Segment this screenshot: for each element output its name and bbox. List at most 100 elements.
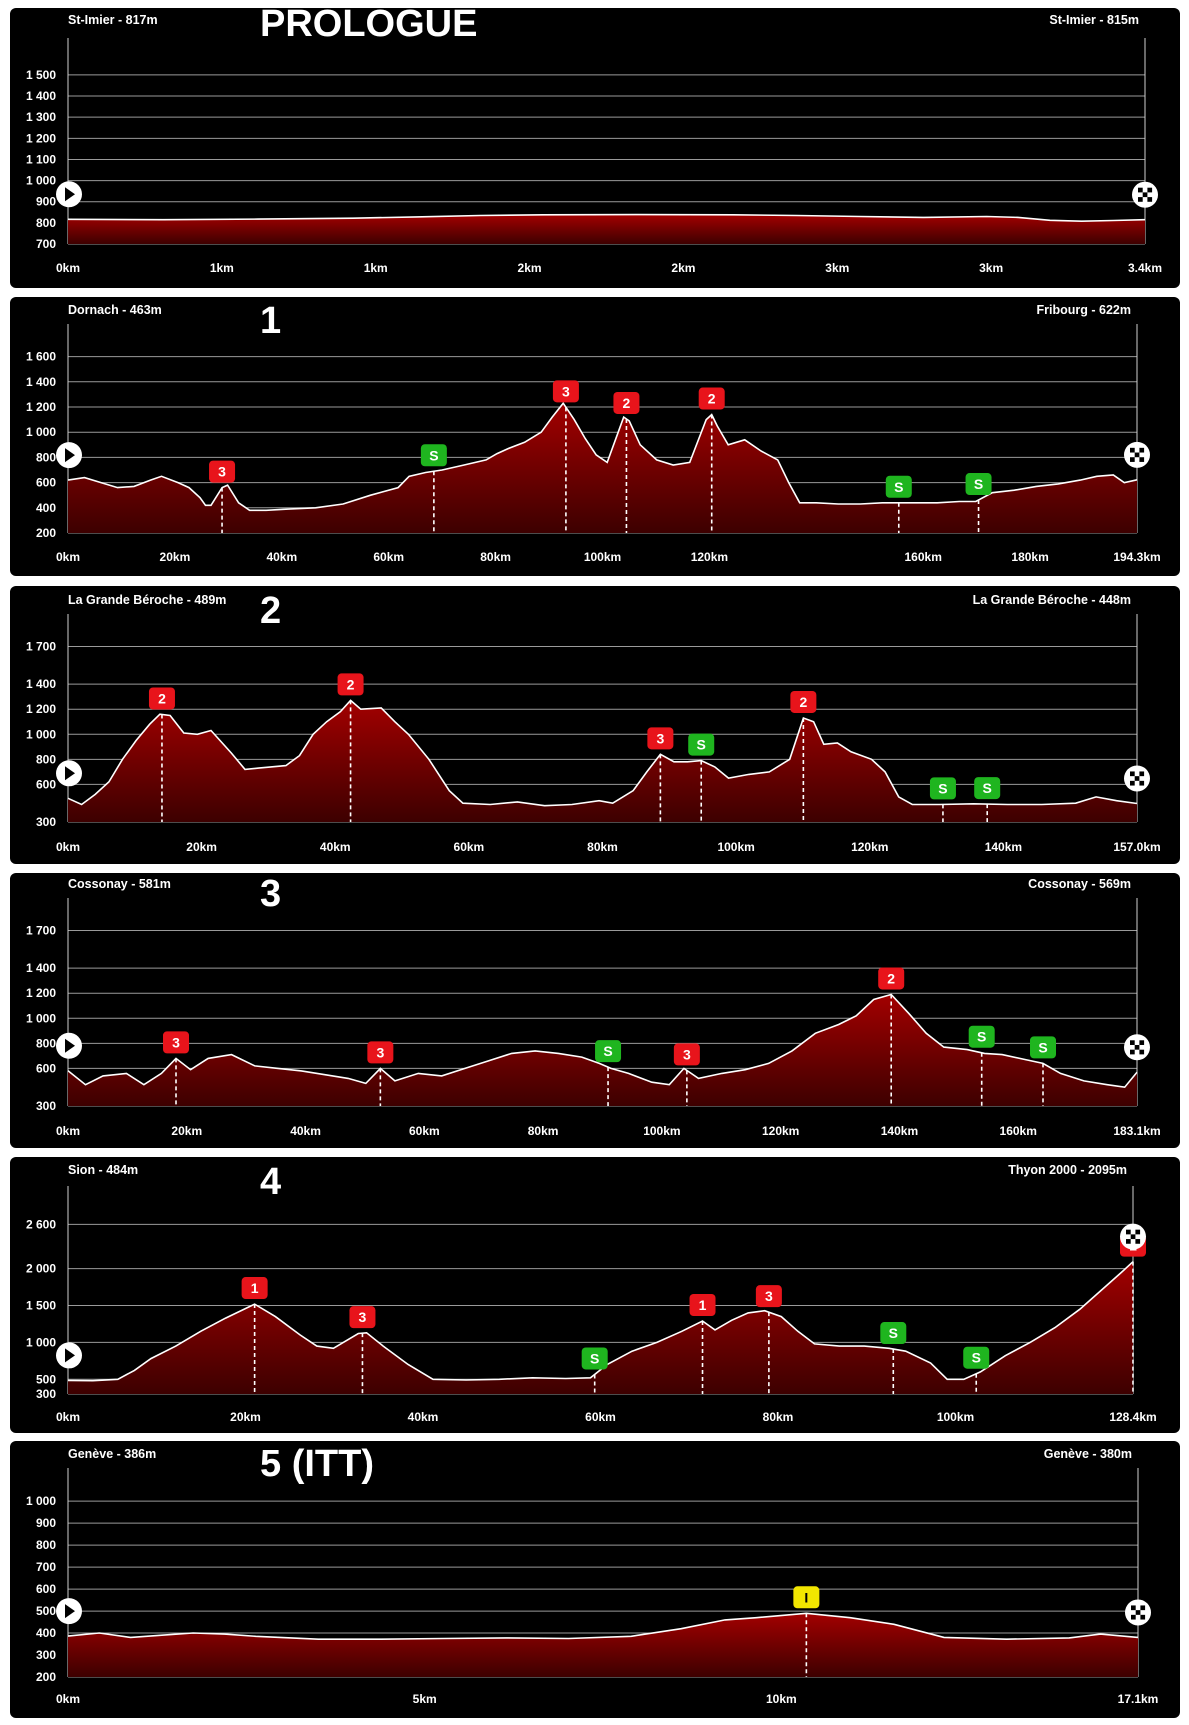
kom-marker-label: 2 (158, 690, 166, 706)
x-tick-label: 120km (851, 840, 888, 854)
kom-marker-label: 1 (251, 1280, 259, 1296)
x-tick-label: 17.1km (1118, 1692, 1159, 1706)
kom-marker (613, 391, 640, 414)
sprint-marker-label: S (938, 780, 947, 796)
finish-location-label: Cossonay - 569m (1028, 877, 1131, 891)
x-tick-label: 80km (528, 1124, 559, 1138)
start-icon (56, 181, 82, 208)
sprint-marker (1030, 1036, 1057, 1059)
kom-marker (698, 387, 725, 410)
elevation-line (67, 1612, 1139, 1641)
stage-panel: 200 400 600 800 1 000 1 200 1 400 1 600 0km 20km 4… (10, 297, 1180, 576)
x-tick-label: 20km (186, 840, 217, 854)
y-tick-label: 1 000 (26, 1011, 56, 1025)
start-location-label: Cossonay - 581m (68, 877, 171, 891)
sprint-marker (420, 444, 447, 467)
y-tick-label: 300 (36, 1099, 56, 1113)
sprint-marker (965, 473, 992, 496)
x-tick-label: 80km (763, 1410, 794, 1424)
sprint-marker (688, 733, 715, 756)
kom-marker-label: 3 (562, 383, 570, 399)
x-tick-label: 40km (320, 840, 351, 854)
y-tick-label: 300 (36, 1648, 56, 1662)
x-tick-label: 140km (985, 840, 1022, 854)
x-tick-label: 1km (210, 261, 234, 275)
kom-marker (878, 967, 905, 990)
y-tick-label: 1 400 (26, 89, 56, 103)
sprint-marker-label: S (429, 447, 438, 463)
y-tick-label: 1 200 (26, 131, 56, 145)
x-tick-label: 60km (409, 1124, 440, 1138)
finish-location-label: St-Imier - 815m (1049, 13, 1139, 27)
panel-background (10, 873, 1180, 1148)
x-tick-label: 20km (171, 1124, 202, 1138)
sprint-marker-label: S (889, 1325, 898, 1341)
kom-marker (673, 1043, 700, 1066)
panel-background (10, 297, 1180, 576)
elevation-line (67, 213, 1146, 223)
x-tick-label: 2km (671, 261, 695, 275)
elevation-area (68, 1261, 1133, 1394)
y-tick-label: 900 (36, 1516, 56, 1530)
x-tick-label: 160km (905, 550, 942, 564)
x-tick-label: 0km (56, 840, 80, 854)
y-tick-label: 400 (36, 1626, 56, 1640)
finish-flag-icon (1124, 441, 1150, 468)
x-tick-label: 0km (56, 550, 80, 564)
y-tick-label: 200 (36, 526, 56, 540)
kom-marker (647, 727, 674, 750)
x-tick-label: 60km (373, 550, 404, 564)
stage-title: 5 (ITT) (260, 1443, 374, 1485)
x-tick-label: 1km (364, 261, 388, 275)
x-tick-label: 194.3km (1113, 550, 1160, 564)
x-tick-label: 0km (56, 1410, 80, 1424)
kom-marker-label: 3 (376, 1044, 384, 1060)
x-tick-label: 3km (825, 261, 849, 275)
finish-location-label: La Grande Béroche - 448m (973, 593, 1131, 607)
elevation-line (67, 1261, 1134, 1382)
x-tick-label: 2km (518, 261, 542, 275)
elevation-area (68, 994, 1137, 1106)
y-tick-label: 1 400 (26, 961, 56, 975)
y-tick-label: 800 (36, 752, 56, 766)
stage-panel: 300 600 800 1 000 1 200 1 400 1 700 0km 20km 40km… (10, 586, 1180, 864)
kom-marker-label: 2 (623, 395, 631, 411)
y-tick-label: 1 000 (26, 727, 56, 741)
x-tick-label: 40km (266, 550, 297, 564)
x-tick-label: 80km (587, 840, 618, 854)
x-tick-label: 5km (413, 1692, 437, 1706)
elevation-line (67, 699, 1138, 807)
finish-flag-icon (1120, 1223, 1146, 1250)
y-tick-label: 2 000 (26, 1262, 56, 1276)
kom-marker (349, 1306, 376, 1329)
x-tick-label: 20km (160, 550, 191, 564)
stage-title: 2 (260, 590, 281, 632)
start-icon (56, 442, 82, 469)
intermediate-marker (793, 1586, 820, 1609)
y-tick-label: 1 100 (26, 152, 56, 166)
start-location-label: Dornach - 463m (68, 303, 162, 317)
sprint-marker-label: S (983, 780, 992, 796)
y-tick-label: 500 (36, 1604, 56, 1618)
kom-marker (163, 1031, 190, 1054)
start-location-label: St-Imier - 817m (68, 13, 158, 27)
elevation-line (67, 401, 1138, 512)
x-tick-label: 60km (454, 840, 485, 854)
intermediate-marker-label: I (804, 1589, 808, 1605)
finish-flag-icon (1125, 1599, 1151, 1626)
kom-marker-label: 3 (765, 1288, 773, 1304)
x-tick-label: 100km (937, 1410, 974, 1424)
elevation-area (68, 403, 1137, 533)
x-tick-label: 183.1km (1113, 1124, 1160, 1138)
stage-title: 3 (260, 873, 281, 915)
x-tick-label: 40km (290, 1124, 321, 1138)
kom-marker-label: 3 (218, 464, 226, 480)
start-icon (56, 760, 82, 787)
y-tick-label: 700 (36, 1560, 56, 1574)
stage-title: PROLOGUE (260, 3, 477, 45)
sprint-marker-label: S (697, 737, 706, 753)
elevation-area (68, 700, 1137, 822)
x-tick-label: 140km (881, 1124, 918, 1138)
finish-location-label: Fribourg - 622m (1037, 303, 1131, 317)
x-tick-label: 120km (691, 550, 728, 564)
